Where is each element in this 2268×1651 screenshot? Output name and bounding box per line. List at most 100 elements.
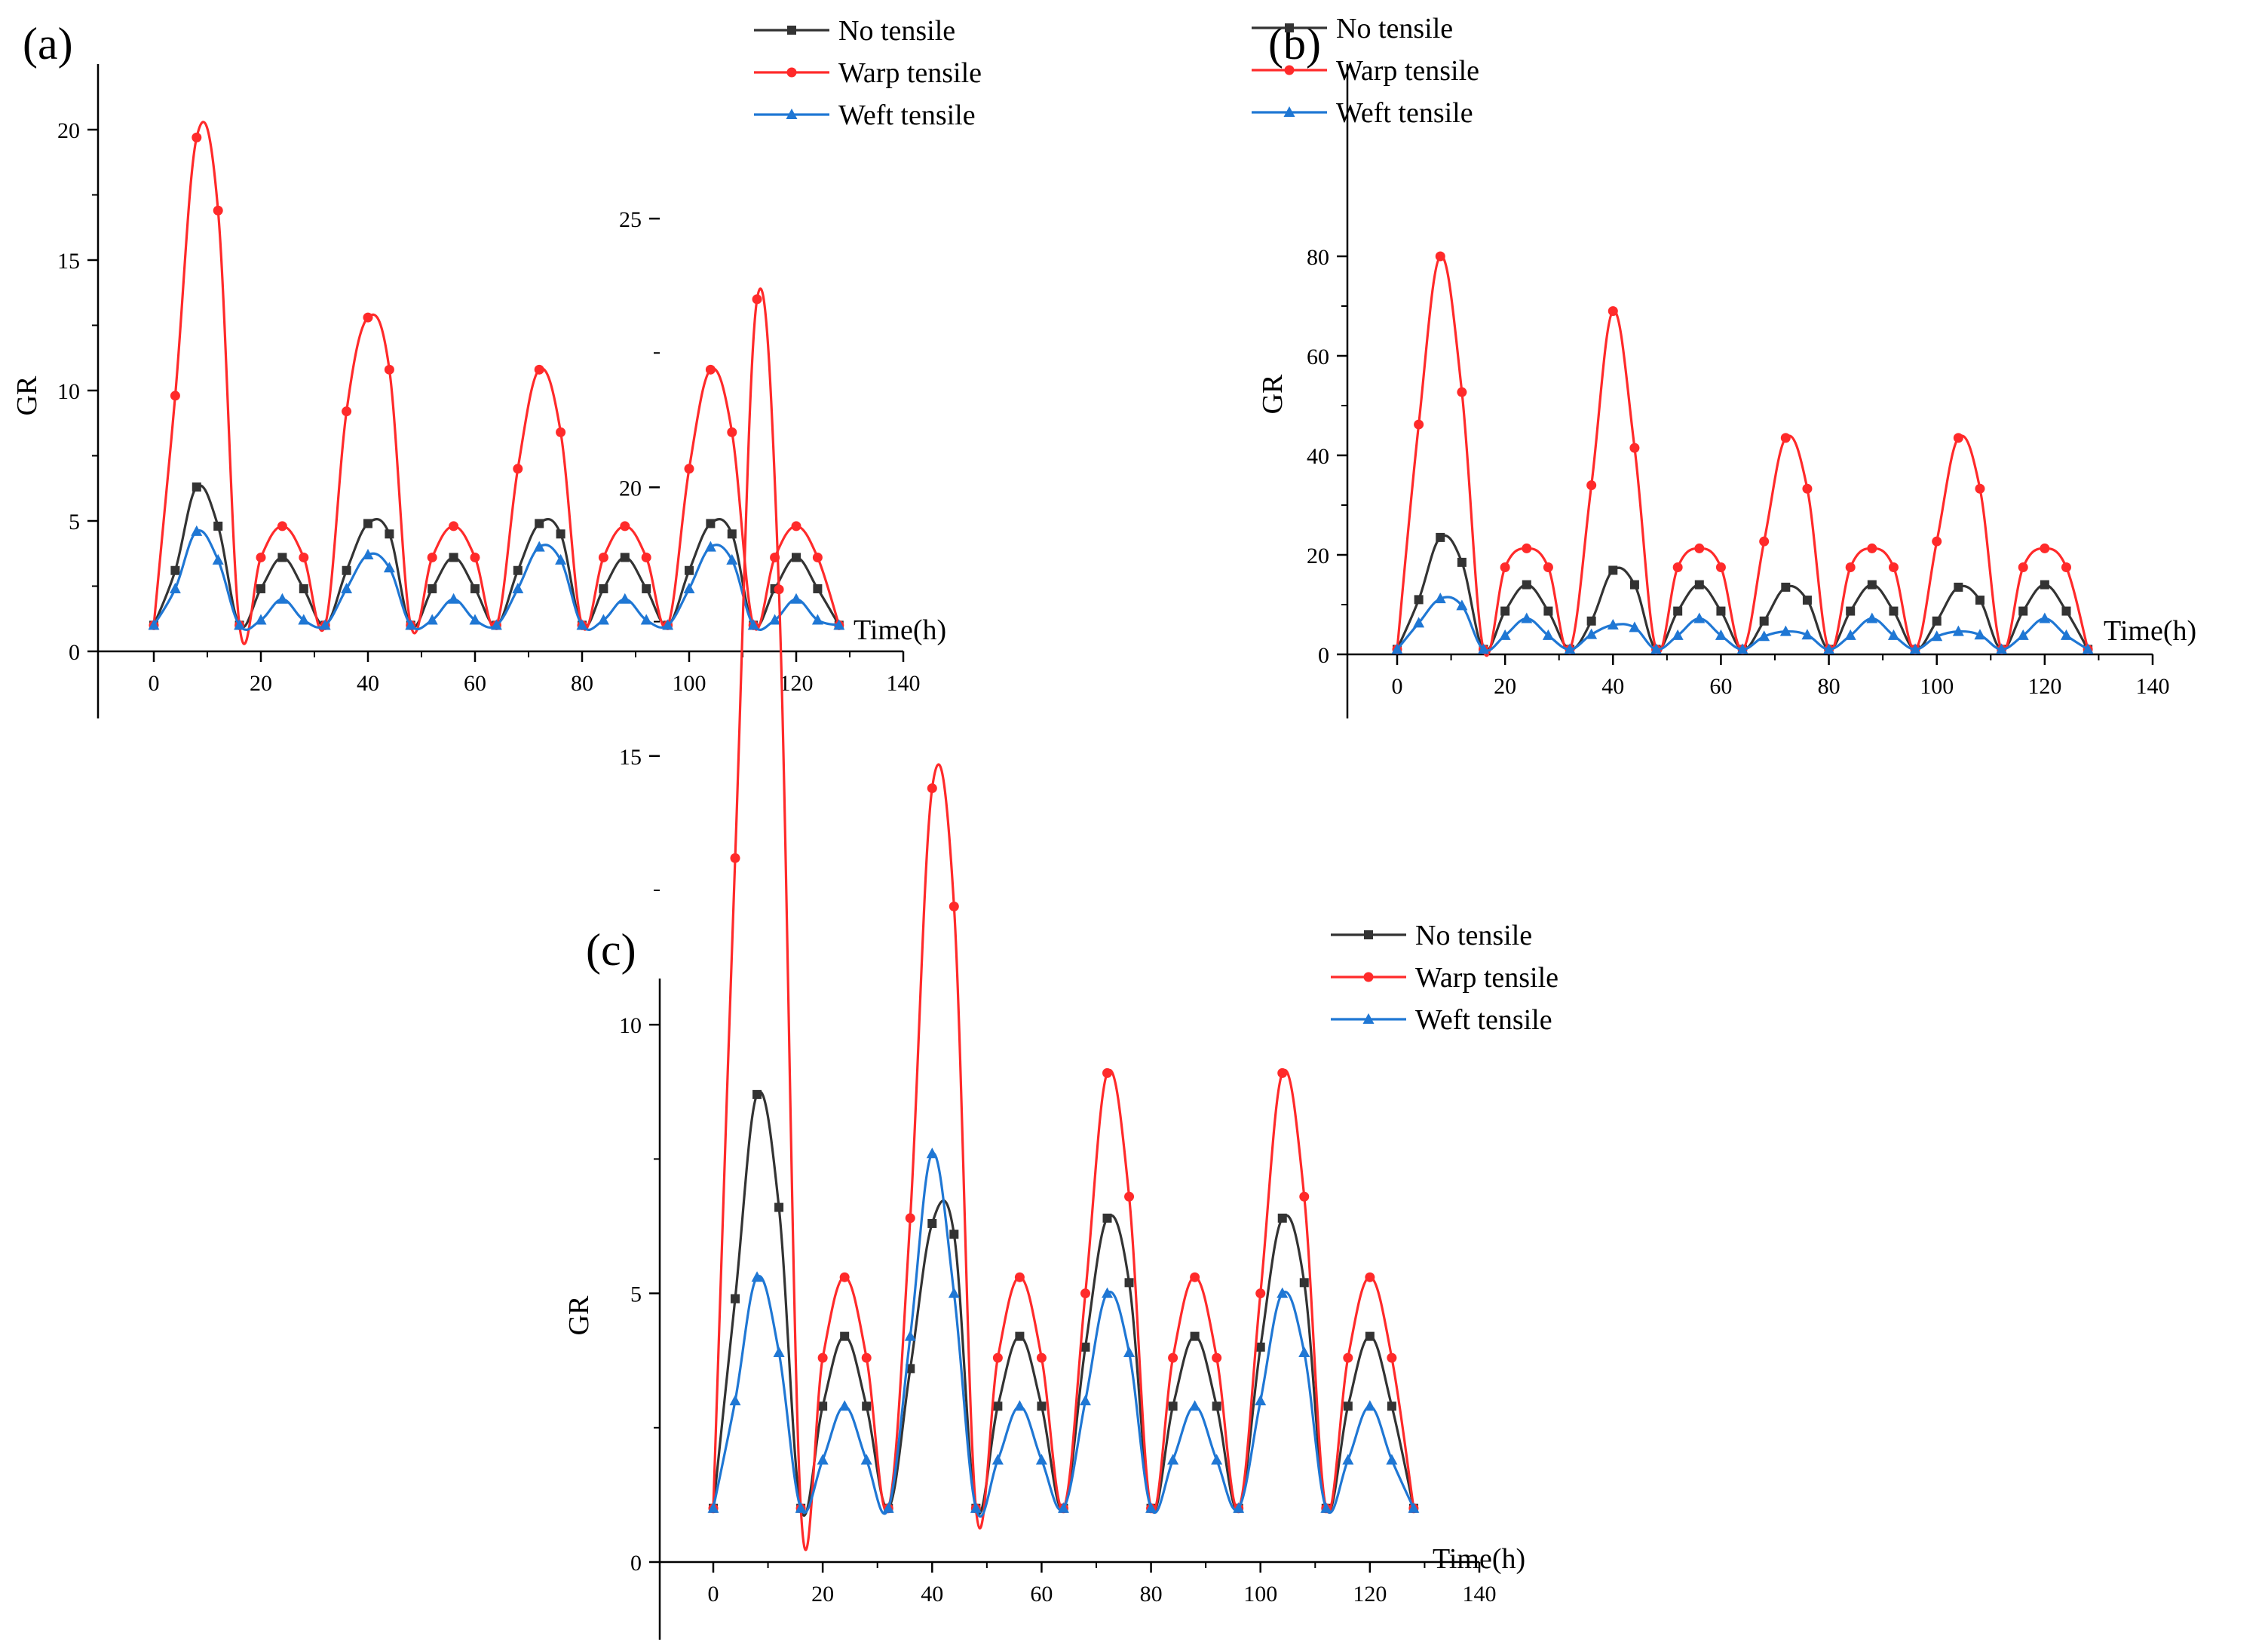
data-point — [1736, 643, 1749, 654]
data-point — [513, 464, 523, 474]
x-tick-label: 120 — [780, 671, 814, 696]
data-point — [427, 552, 437, 562]
data-point — [1758, 630, 1770, 642]
data-point — [1650, 643, 1663, 654]
data-point — [1167, 1453, 1179, 1465]
data-point — [1102, 1213, 1112, 1223]
legend-marker — [787, 26, 796, 35]
series-line-no-tensile — [1396, 534, 2089, 652]
data-point — [1673, 606, 1683, 616]
data-point — [470, 552, 480, 562]
x-tick-label: 140 — [2136, 674, 2170, 699]
data-point — [926, 1147, 938, 1159]
data-point — [405, 619, 417, 630]
data-point — [949, 1230, 959, 1239]
x-tick-label: 60 — [464, 671, 486, 696]
data-point — [1035, 1453, 1047, 1465]
panel-a: (a) 0 5 10 15 20 0 20 40 60 80 100 120 140 GR Time(h) No… — [11, 15, 982, 718]
y-tick-label: 5 — [69, 510, 80, 535]
panel-b: (b) 0 20 40 60 80 0 20 40 60 80 100 120 140 GR Time(h) N… — [1252, 13, 2196, 718]
y-tick-label: 20 — [1307, 544, 1329, 568]
data-point — [1953, 433, 1963, 443]
data-point — [1888, 562, 1899, 572]
data-point — [1080, 1342, 1090, 1352]
data-point — [213, 205, 223, 216]
data-point — [1802, 483, 1813, 494]
data-point — [640, 614, 652, 625]
data-point — [1866, 612, 1878, 623]
data-point — [817, 1352, 828, 1363]
data-point — [1168, 1352, 1178, 1363]
data-point — [342, 565, 351, 575]
data-point — [1013, 1400, 1025, 1411]
data-point — [993, 1401, 1003, 1411]
data-point — [1781, 582, 1791, 592]
data-point — [1255, 1342, 1265, 1352]
data-point — [1867, 543, 1877, 553]
data-point — [2040, 543, 2050, 553]
data-point — [192, 482, 201, 492]
data-point — [1434, 593, 1446, 604]
data-point — [1694, 580, 1704, 590]
series-line-no-tensile — [712, 1090, 1415, 1517]
data-point — [256, 584, 265, 593]
data-point — [1693, 612, 1706, 623]
legend-marker — [1283, 106, 1295, 117]
data-point — [769, 614, 781, 625]
data-point — [276, 593, 288, 604]
data-point — [1343, 1352, 1353, 1363]
x-tick-label: 0 — [1392, 674, 1403, 699]
data-point — [341, 582, 353, 593]
data-point — [1190, 1331, 1200, 1341]
data-point — [774, 1202, 784, 1212]
data-point — [556, 427, 566, 437]
data-point — [927, 1218, 937, 1228]
data-point — [277, 521, 287, 531]
legend-label: Weft tensile — [838, 100, 976, 131]
data-point — [342, 406, 352, 417]
data-point — [1299, 1191, 1310, 1202]
y-tick-label: 40 — [1307, 444, 1329, 469]
data-point — [1975, 596, 1985, 605]
data-point — [1145, 1502, 1157, 1513]
data-point — [1522, 580, 1531, 590]
data-point — [299, 584, 308, 593]
data-point — [812, 552, 823, 562]
data-point — [599, 584, 608, 593]
data-point — [1233, 1502, 1245, 1513]
data-point — [1952, 625, 1964, 636]
data-point — [1887, 629, 1899, 640]
data-point — [683, 582, 695, 593]
x-axis-label: Time(h) — [2104, 615, 2196, 647]
data-point — [752, 1089, 762, 1099]
legend-label: Warp tensile — [1336, 55, 1479, 87]
x-tick-label: 120 — [1353, 1582, 1387, 1607]
data-point — [1365, 1331, 1375, 1341]
data-point — [1456, 599, 1468, 611]
data-point — [256, 552, 266, 562]
data-point — [1277, 1287, 1289, 1298]
data-point — [255, 614, 267, 625]
data-point — [597, 614, 609, 625]
data-point — [905, 1213, 915, 1224]
y-axis-label: GR — [563, 1295, 595, 1335]
data-point — [1057, 1502, 1069, 1513]
data-point — [1759, 616, 1769, 626]
data-point — [1436, 532, 1445, 542]
data-point — [970, 1502, 982, 1513]
data-point — [1802, 596, 1812, 605]
data-point — [839, 1272, 850, 1282]
x-tick-label: 140 — [1463, 1582, 1497, 1607]
data-point — [1277, 1213, 1287, 1223]
data-point — [992, 1352, 1003, 1363]
legend-marker — [786, 109, 798, 119]
data-point — [1629, 443, 1640, 453]
data-point — [598, 552, 608, 562]
data-point — [1298, 1346, 1310, 1358]
data-point — [1414, 419, 1424, 430]
data-point — [1932, 536, 1942, 547]
data-point — [384, 364, 394, 375]
data-point — [148, 619, 160, 630]
legend-marker — [1363, 972, 1374, 982]
x-tick-label: 100 — [1243, 1582, 1277, 1607]
